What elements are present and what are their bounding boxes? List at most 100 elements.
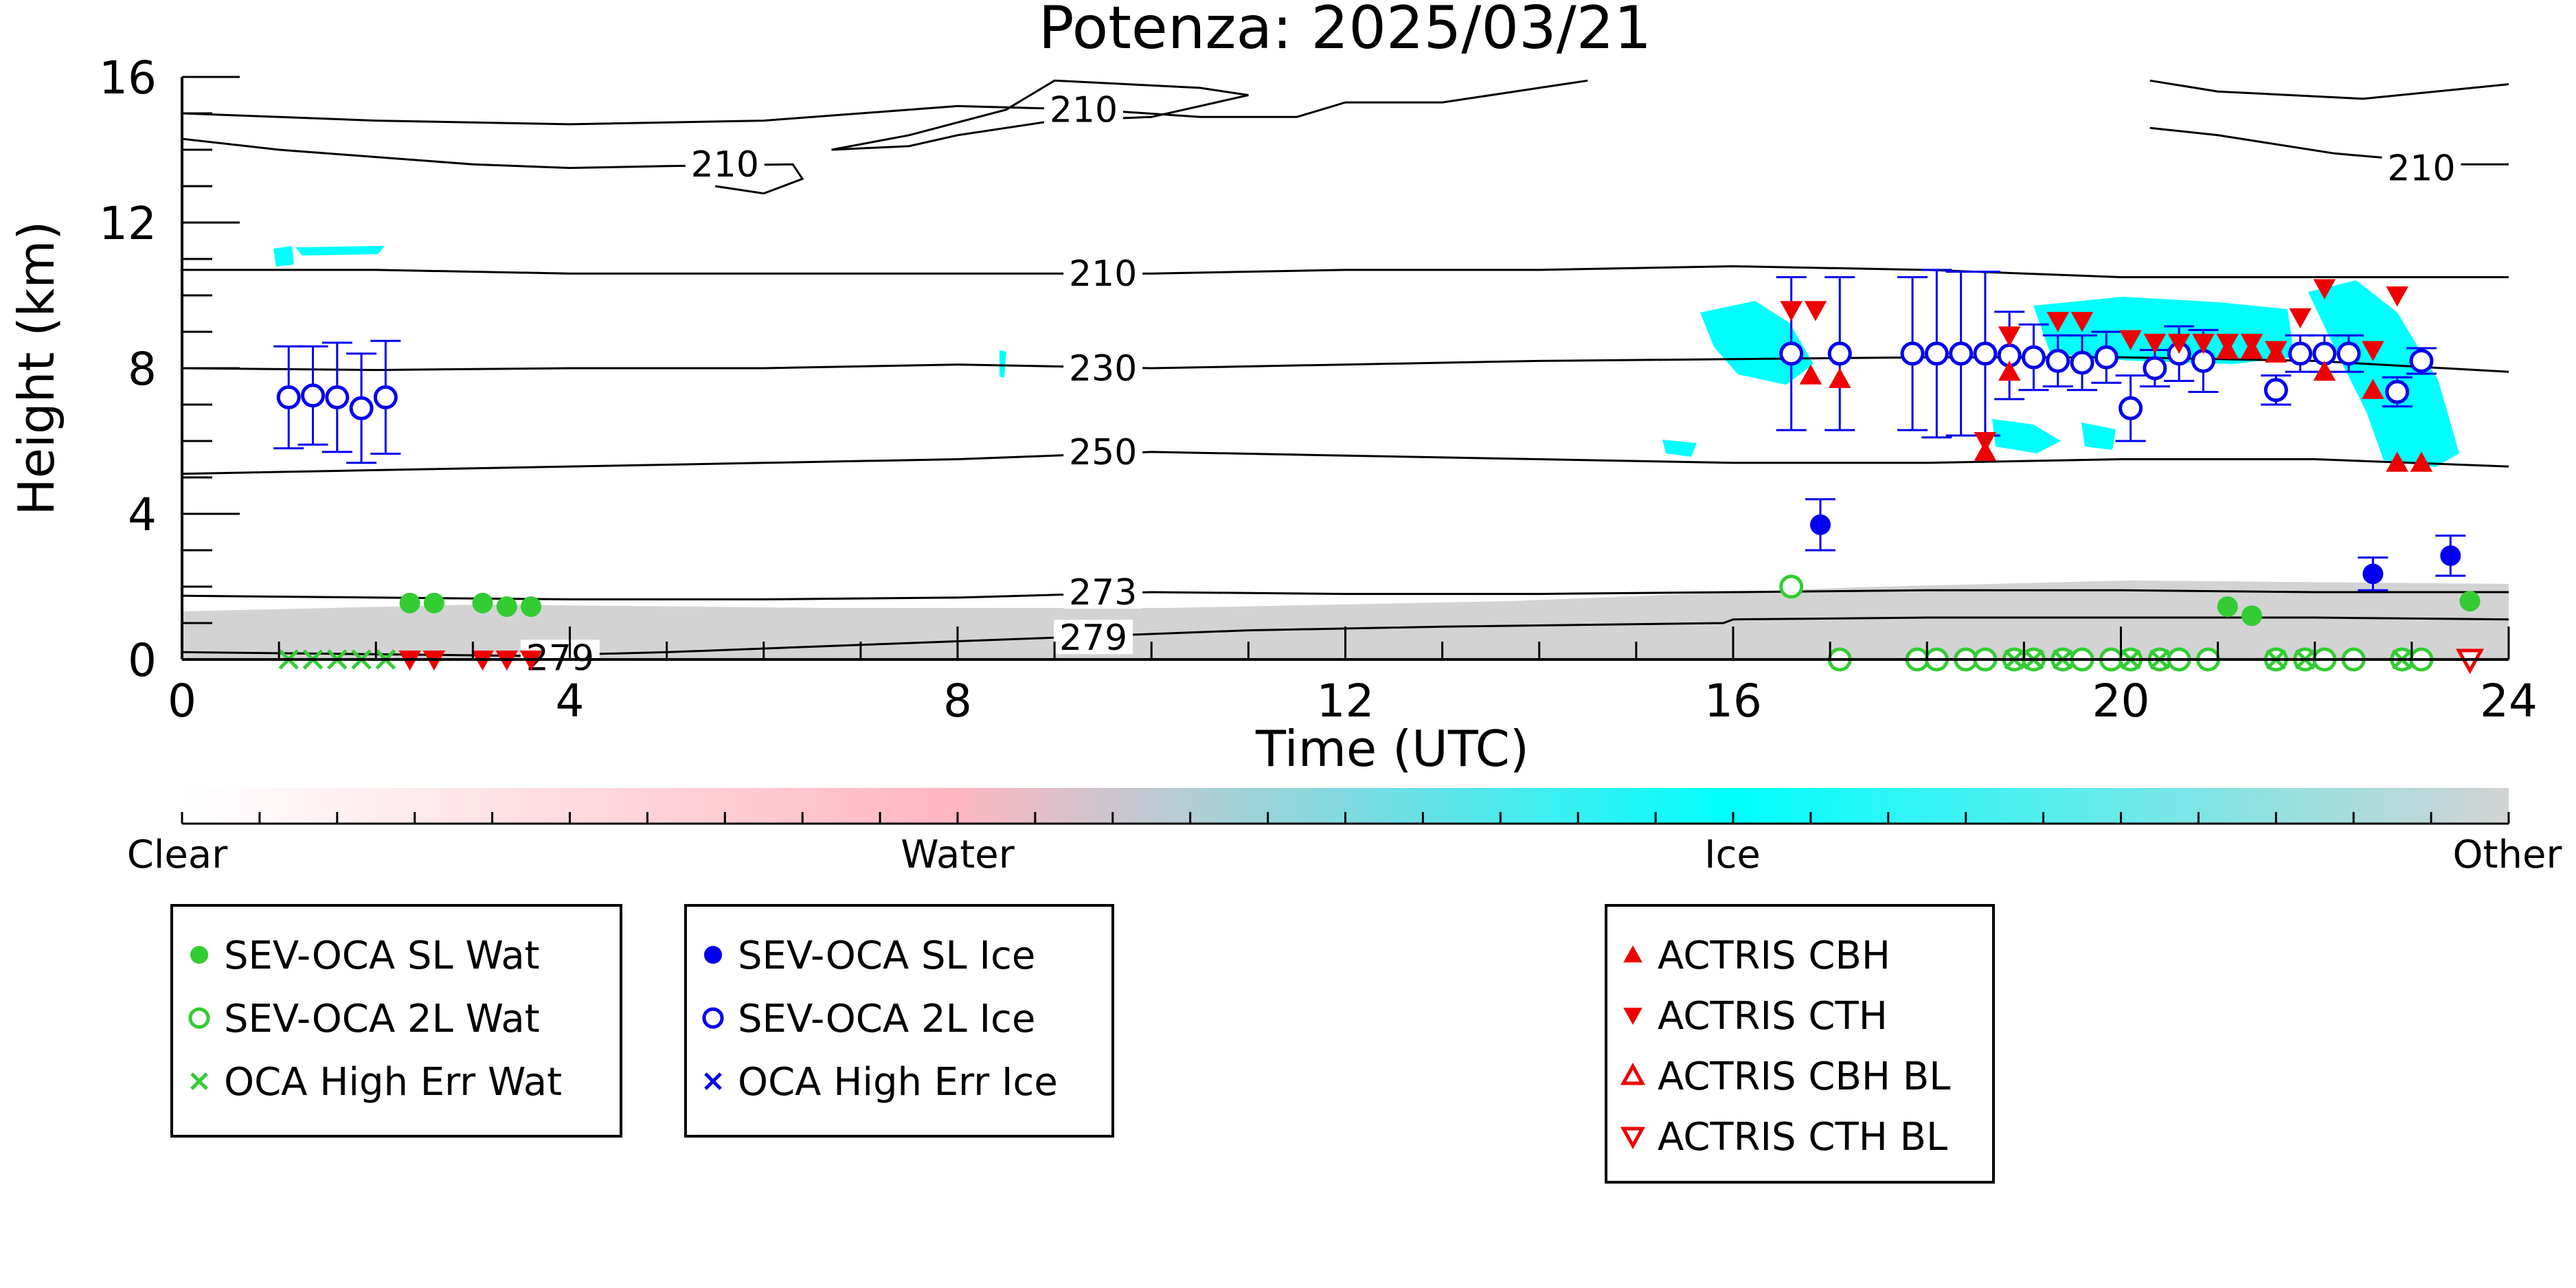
point-actris-cbh bbox=[2410, 451, 2433, 472]
point-actris-cth bbox=[1974, 432, 1997, 453]
point-sev-oca-2l-ice bbox=[1779, 341, 1804, 366]
point-sev-oca-2l-ice bbox=[1973, 341, 1998, 366]
colorbar-label-other: Other bbox=[2452, 833, 2562, 877]
other-cloud-layer bbox=[182, 580, 2509, 659]
point-sev-oca-2l-ice bbox=[2288, 341, 2313, 366]
point-sev-oca-sl-ice bbox=[2362, 563, 2384, 585]
point-sev-oca-sl-wat bbox=[2459, 591, 2481, 612]
colorbar-label-clear: Clear bbox=[127, 833, 228, 877]
contour-top-line bbox=[182, 79, 1588, 126]
point-sev-oca-2l-ice bbox=[2119, 396, 2143, 420]
contour-closed-loop bbox=[831, 79, 1249, 151]
legend-marker-actris-cbh-bl bbox=[1620, 1063, 1646, 1085]
point-sev-oca-2l-ice bbox=[325, 385, 350, 409]
contour-second-line bbox=[182, 137, 804, 195]
point-sev-oca-sl-wat bbox=[521, 596, 542, 618]
isotherm-label: 210 bbox=[691, 144, 759, 185]
legend-marker-oca-high-err-ice bbox=[704, 1072, 722, 1090]
point-sev-oca-2l-ice bbox=[2263, 378, 2288, 403]
isotherm-label: 279 bbox=[1059, 618, 1127, 659]
legend-marker-sev-oca-2l-ice bbox=[702, 1007, 724, 1029]
contour-iso-230 bbox=[182, 356, 2509, 373]
point-sev-oca-2l-ice bbox=[2385, 379, 2410, 404]
point-sev-oca-2l-ice bbox=[2409, 348, 2434, 373]
y-tick-label: 0 bbox=[128, 634, 157, 687]
x-tick-label: 4 bbox=[556, 675, 585, 727]
point-actris-cth bbox=[2265, 341, 2287, 361]
point-sev-oca-2l-ice bbox=[276, 385, 301, 409]
point-sev-oca-2l-ice bbox=[2021, 345, 2046, 370]
x-tick-label: 12 bbox=[1317, 675, 1375, 727]
point-actris-cbh bbox=[2386, 451, 2408, 472]
colorbar-label-water: Water bbox=[901, 833, 1015, 877]
isotherm-label-bg bbox=[2382, 150, 2461, 185]
point-sev-oca-2l-ice bbox=[1827, 341, 1852, 366]
legend-marker-sev-oca-2l-wat bbox=[188, 1007, 210, 1029]
legend-marker-sev-oca-sl-wat bbox=[190, 945, 209, 964]
colorbar: Clear Water Ice Other bbox=[127, 788, 2562, 877]
isotherm-label-bg bbox=[1054, 620, 1133, 655]
point-actris-cth bbox=[1998, 326, 2021, 347]
legend-label-actris-cbh: ACTRIS CBH bbox=[1658, 934, 1890, 978]
isotherm-label-bg bbox=[1063, 256, 1143, 291]
point-actris-cth bbox=[2362, 341, 2384, 361]
point-sev-oca-2l-ice bbox=[349, 396, 374, 420]
point-sev-oca-sl-wat bbox=[2217, 596, 2238, 618]
legend-label-actris-cth: ACTRIS CTH bbox=[1658, 994, 1888, 1039]
point-actris-cth bbox=[2167, 333, 2191, 354]
isotherm-label-bg bbox=[1063, 574, 1143, 609]
isotherm-label-bg bbox=[685, 146, 765, 181]
x-tick-label: 0 bbox=[168, 675, 196, 727]
point-sev-oca-2l-ice bbox=[1949, 341, 1974, 366]
point-actris-cth bbox=[2240, 333, 2263, 354]
point-actris-cth bbox=[2070, 312, 2094, 332]
isotherm-label-bg bbox=[1063, 433, 1143, 468]
isotherm-label-bg bbox=[1063, 350, 1143, 385]
contour-right-top bbox=[2149, 79, 2509, 100]
point-actris-cth bbox=[1804, 301, 1827, 321]
isotherm-label: 210 bbox=[2387, 148, 2455, 190]
point-actris-cth bbox=[2046, 312, 2070, 332]
y-tick-label: 4 bbox=[128, 488, 157, 541]
legend-label-sev-oca-sl-wat: SEV-OCA SL Wat bbox=[224, 934, 540, 978]
point-actris-cbh bbox=[1799, 364, 1822, 385]
legend-label-oca-high-err-ice: OCA High Err Ice bbox=[738, 1060, 1058, 1105]
contour-iso-210 bbox=[182, 265, 2509, 278]
contour-iso-273 bbox=[182, 589, 2509, 600]
y-tick-label: 8 bbox=[128, 343, 157, 396]
point-actris-cth bbox=[2216, 333, 2239, 354]
legend-label-sev-oca-sl-ice: SEV-OCA SL Ice bbox=[738, 934, 1035, 978]
contour-right-second bbox=[2149, 126, 2509, 166]
point-sev-oca-2l-ice bbox=[373, 385, 398, 409]
legend-marker-actris-cbh bbox=[1623, 945, 1642, 963]
point-actris-cth bbox=[1780, 301, 1803, 321]
isotherm-label-bg bbox=[1043, 91, 1123, 126]
legend-marker-actris-cth bbox=[1623, 1007, 1642, 1025]
colorbar-label-ice: Ice bbox=[1704, 833, 1761, 877]
isotherm-label: 210 bbox=[1050, 90, 1118, 131]
x-tick-label: 20 bbox=[2092, 675, 2150, 727]
point-actris-cbh bbox=[2313, 361, 2336, 381]
legend-label-actris-cth-bl: ACTRIS CTH BL bbox=[1658, 1115, 1947, 1160]
point-sev-oca-sl-wat bbox=[423, 592, 444, 613]
y-tick-label: 12 bbox=[99, 197, 157, 250]
point-sev-oca-sl-ice bbox=[2440, 545, 2461, 566]
point-sev-oca-sl-wat bbox=[472, 592, 493, 613]
contour-iso-250 bbox=[182, 451, 2509, 475]
point-actris-cth bbox=[2119, 330, 2142, 350]
point-actris-cbh bbox=[2362, 379, 2384, 399]
x-tick-label: 8 bbox=[943, 675, 972, 727]
legend-actris: ACTRIS CBH ACTRIS CTH ACTRIS CBH BL ACTRIS … bbox=[1605, 904, 1995, 1184]
y-tick-label: 16 bbox=[99, 52, 157, 104]
legend-marker-oca-high-err-wat bbox=[190, 1072, 208, 1090]
point-sev-oca-2l-ice bbox=[2070, 350, 2094, 375]
point-sev-oca-2l-ice bbox=[2046, 348, 2070, 373]
x-tick-label: 24 bbox=[2480, 675, 2538, 727]
cloud-mask-field bbox=[182, 246, 2509, 659]
isotherm-label: 210 bbox=[1069, 253, 1137, 295]
x-tick-label: 16 bbox=[1704, 675, 1762, 727]
legend-label-sev-oca-2l-ice: SEV-OCA 2L Ice bbox=[738, 997, 1035, 1041]
point-sev-oca-sl-ice bbox=[1810, 514, 1831, 535]
y-axis-ticks: 0 4 8 12 16 bbox=[99, 52, 240, 687]
isotherm-label: 273 bbox=[1069, 572, 1137, 613]
